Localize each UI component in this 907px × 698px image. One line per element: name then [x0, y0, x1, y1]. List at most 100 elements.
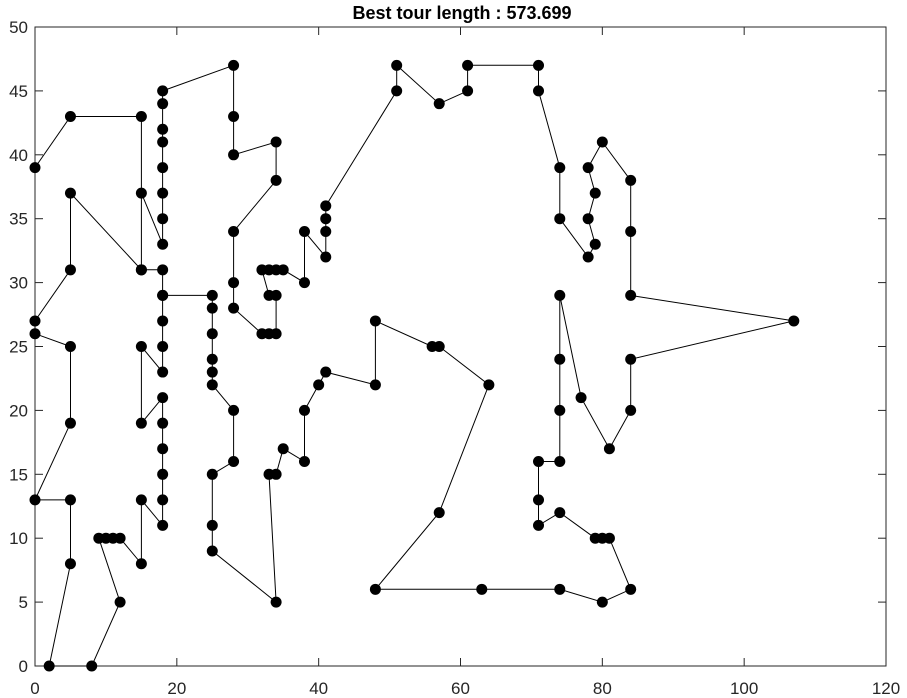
city-point: [206, 468, 218, 480]
city-point: [228, 302, 240, 314]
city-point: [157, 238, 169, 250]
city-point: [625, 583, 637, 595]
city-point: [228, 110, 240, 122]
city-point: [135, 110, 147, 122]
city-markers: [29, 59, 800, 672]
city-point: [64, 187, 76, 199]
x-tick-label: 120: [872, 679, 900, 698]
city-point: [533, 519, 545, 531]
city-point: [298, 225, 310, 237]
city-point: [270, 596, 282, 608]
city-point: [582, 251, 594, 263]
city-point: [589, 238, 601, 250]
city-point: [135, 558, 147, 570]
y-tick-label: 30: [9, 274, 28, 293]
city-point: [298, 404, 310, 416]
city-point: [157, 417, 169, 429]
city-point: [157, 264, 169, 276]
x-tick-label: 60: [451, 679, 470, 698]
city-point: [157, 468, 169, 480]
city-point: [589, 187, 601, 199]
y-tick-label: 40: [9, 146, 28, 165]
city-point: [206, 366, 218, 378]
city-point: [29, 494, 41, 506]
y-tick-label: 20: [9, 401, 28, 420]
city-point: [625, 353, 637, 365]
city-point: [476, 583, 488, 595]
y-tick-label: 15: [9, 465, 28, 484]
city-point: [320, 366, 332, 378]
city-point: [157, 392, 169, 404]
city-point: [206, 519, 218, 531]
city-point: [596, 136, 608, 148]
city-point: [554, 456, 566, 468]
city-point: [157, 289, 169, 301]
city-point: [157, 341, 169, 352]
city-point: [29, 315, 41, 327]
city-point: [228, 59, 240, 71]
city-point: [157, 213, 169, 225]
city-point: [589, 532, 601, 544]
x-tick-label: 20: [167, 679, 186, 698]
city-point: [157, 366, 169, 378]
city-point: [206, 302, 218, 314]
city-point: [64, 264, 76, 276]
axes-box: [34, 26, 887, 667]
y-tick-label: 10: [9, 529, 28, 548]
city-point: [64, 417, 76, 429]
city-point: [483, 379, 495, 391]
city-point: [625, 174, 637, 186]
city-point: [554, 213, 566, 225]
city-point: [64, 110, 76, 122]
city-point: [582, 213, 594, 225]
city-point: [554, 404, 566, 416]
city-point: [433, 98, 445, 110]
city-point: [554, 583, 566, 595]
city-point: [157, 98, 169, 110]
y-tick-label: 35: [9, 210, 28, 229]
city-point: [554, 289, 566, 301]
city-point: [533, 85, 545, 97]
city-point: [206, 328, 218, 340]
y-tick-label: 50: [9, 18, 28, 37]
city-point: [157, 519, 169, 531]
city-point: [135, 417, 147, 429]
city-point: [298, 277, 310, 289]
city-point: [533, 456, 545, 468]
city-point: [228, 149, 240, 161]
x-tick-label: 40: [309, 679, 328, 698]
city-point: [554, 162, 566, 174]
city-point: [64, 341, 76, 352]
city-point: [270, 289, 282, 301]
city-point: [369, 379, 381, 391]
city-point: [206, 289, 218, 301]
city-point: [135, 264, 147, 276]
city-point: [157, 315, 169, 327]
city-point: [320, 251, 332, 263]
city-point: [391, 85, 403, 97]
y-tick-label: 25: [9, 338, 28, 357]
city-point: [270, 468, 282, 480]
city-point: [157, 494, 169, 506]
city-point: [625, 225, 637, 237]
city-point: [270, 136, 282, 148]
city-point: [228, 225, 240, 237]
city-point: [157, 162, 169, 174]
chart-title: Best tour length : 573.699: [352, 3, 571, 23]
city-point: [433, 341, 445, 352]
city-point: [582, 162, 594, 174]
city-point: [320, 213, 332, 225]
x-tick-label: 80: [593, 679, 612, 698]
city-point: [114, 532, 126, 544]
city-point: [206, 545, 218, 557]
y-tick-label: 45: [9, 82, 28, 101]
city-point: [320, 225, 332, 237]
city-point: [29, 328, 41, 340]
city-point: [788, 315, 800, 327]
city-point: [256, 264, 268, 276]
city-point: [29, 162, 41, 174]
city-point: [157, 187, 169, 199]
city-point: [135, 187, 147, 199]
city-point: [298, 456, 310, 468]
